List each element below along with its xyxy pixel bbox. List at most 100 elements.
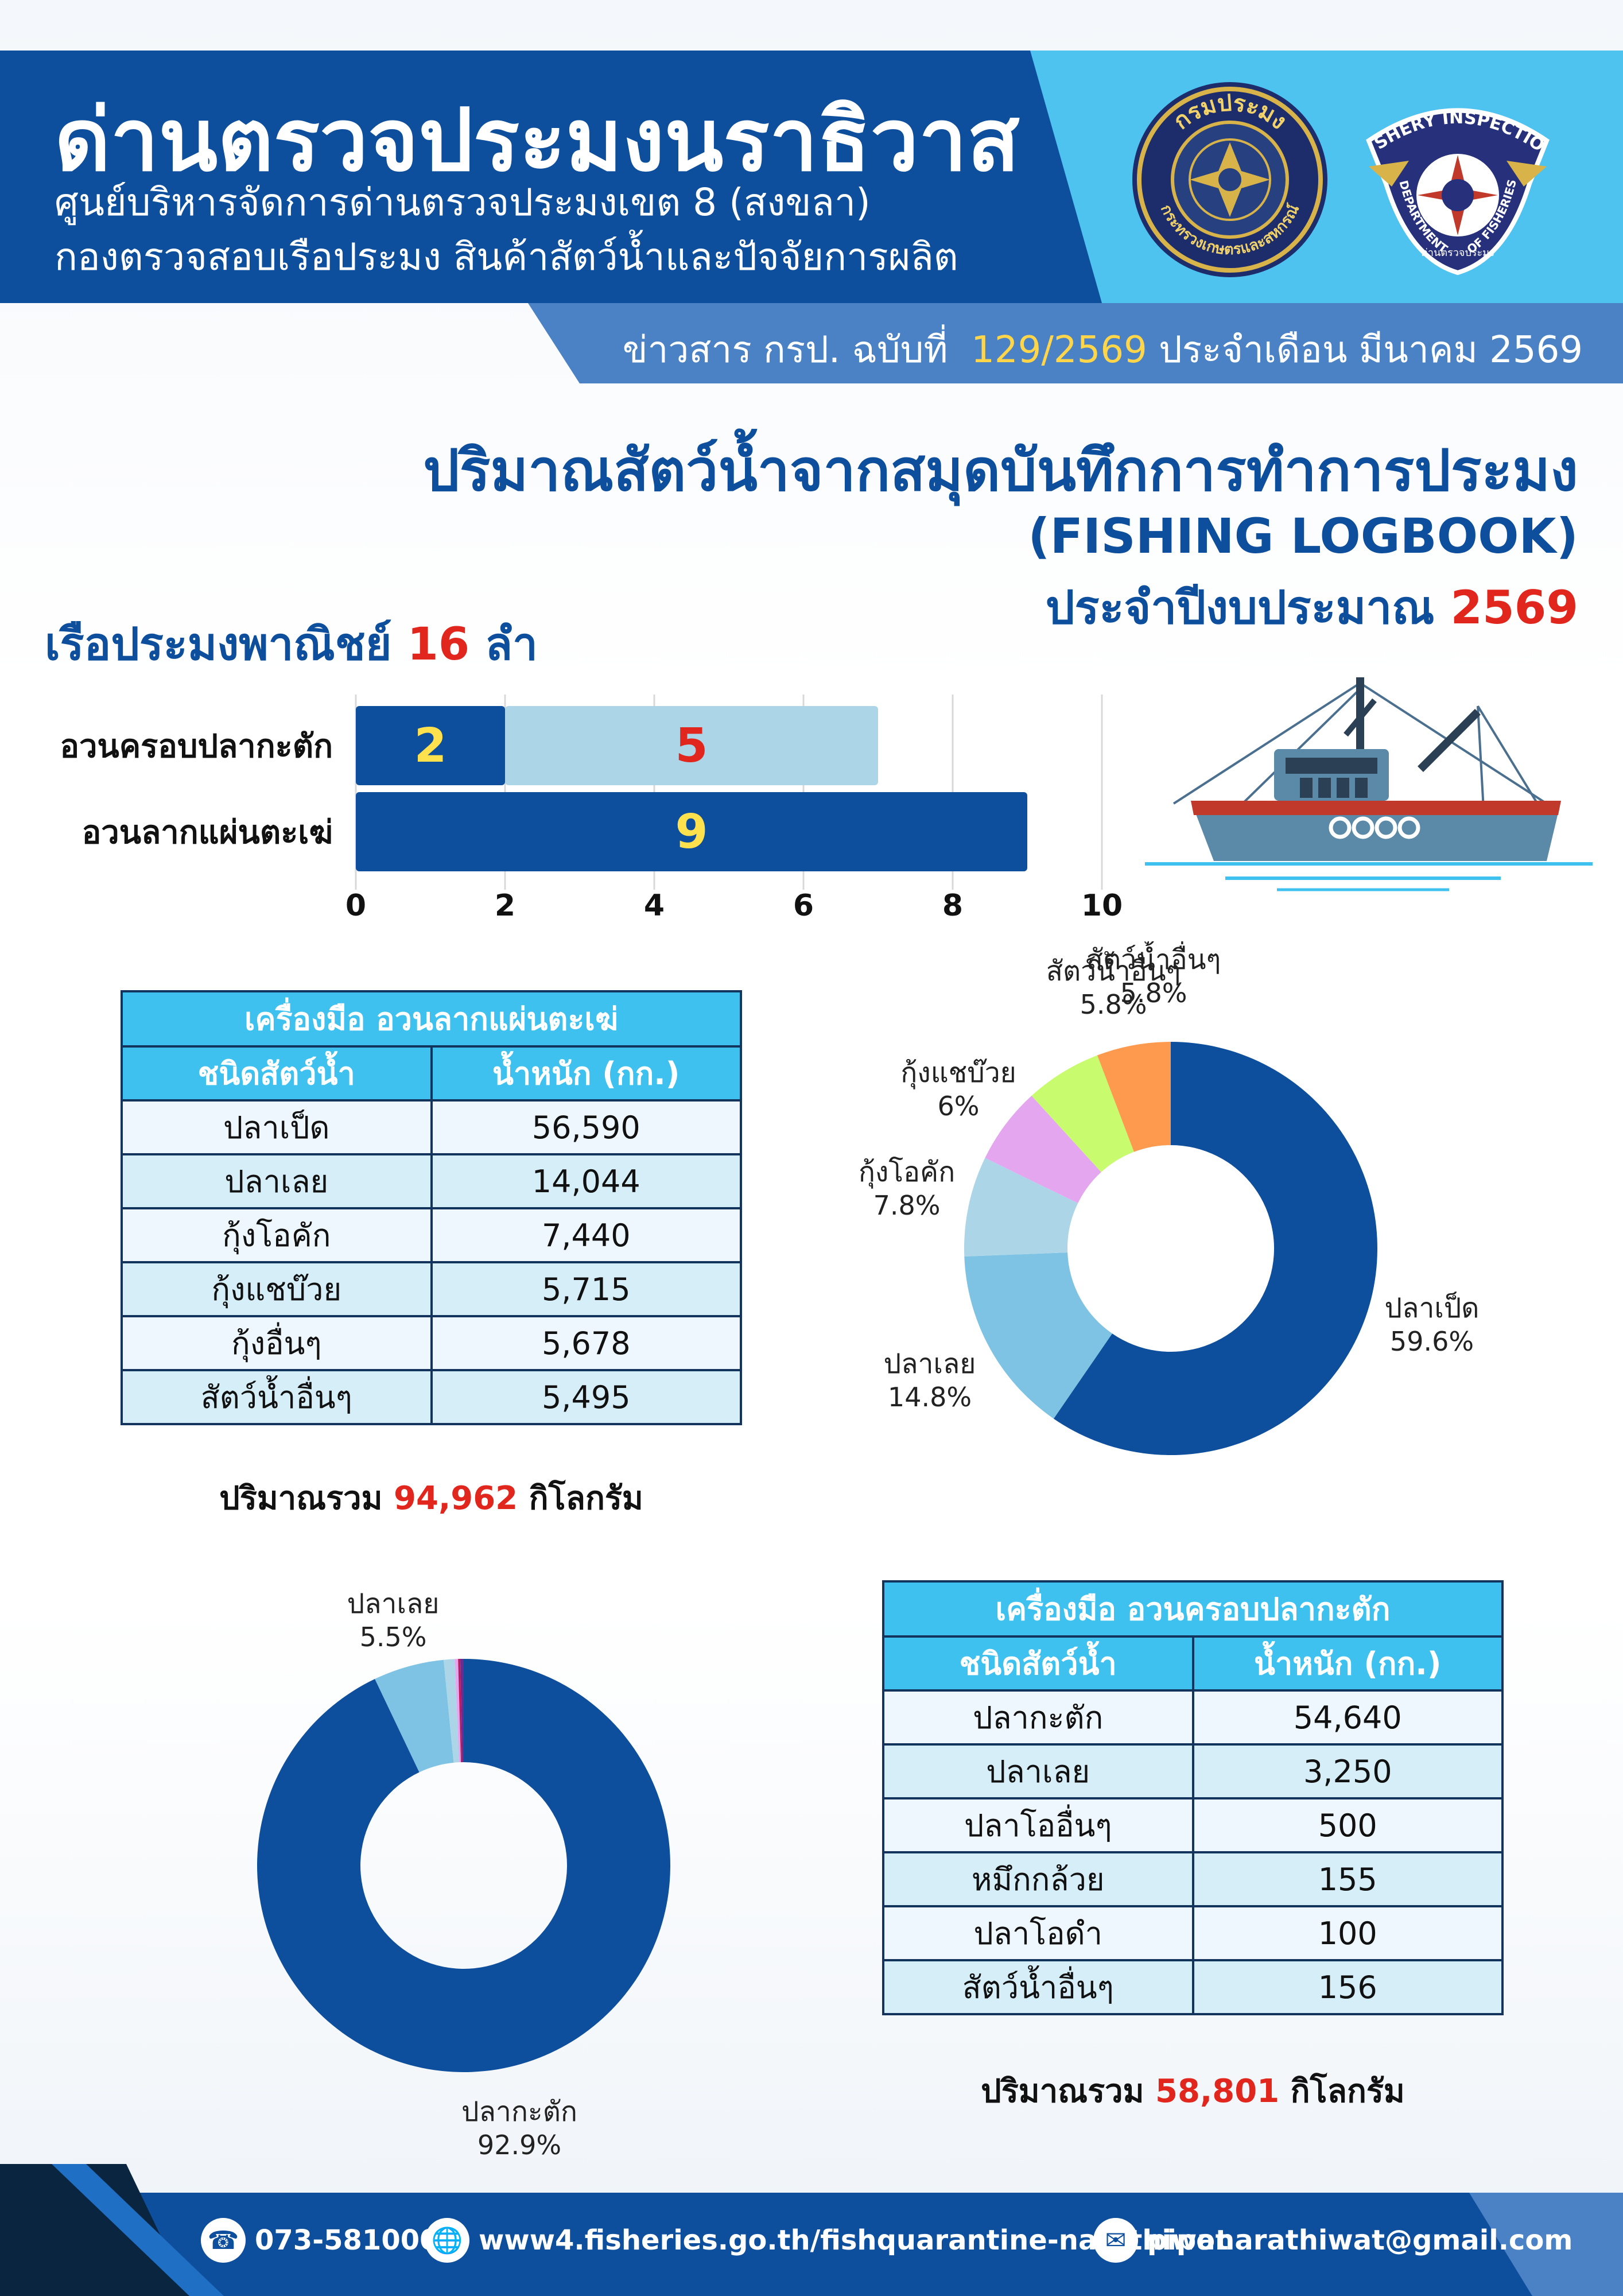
donut-slice (1053, 1042, 1377, 1455)
slice-label: ปลาเลย (347, 1588, 440, 1620)
anchovy-total-prefix: ปริมาณรวม (981, 2073, 1144, 2110)
trawl-total-prefix: ปริมาณรวม (219, 1480, 383, 1517)
commercial-boats-count: เรือประมงพาณิชย์ 16 ลำ (45, 608, 538, 680)
species-cell: ปลากะตัก (882, 1689, 1194, 1746)
slice-percent: 6% (938, 1091, 980, 1122)
trawl-table-caption: เครื่องมือ อวนลากแผ่นตะเฆ่ (121, 990, 742, 1048)
fishing-boat-icon (1145, 677, 1593, 891)
table-row: ปลาเลย 14,044 (121, 1153, 742, 1209)
boats-unit: ลำ (485, 619, 538, 670)
main-title-en: (FISHING LOGBOOK) (1028, 508, 1578, 564)
table-row: หมึกกล้วย 155 (882, 1851, 1504, 1907)
weight-cell: 5,678 (430, 1315, 742, 1371)
mail-icon: ✉ (1093, 2218, 1138, 2263)
footer (0, 2193, 1623, 2296)
header-subtitle-1: ศูนย์บริหารจัดการด่านตรวจประมงเขต 8 (สงข… (55, 180, 871, 224)
bar-segment (505, 706, 878, 785)
boats-count: 16 (407, 619, 470, 670)
donut-slice (444, 1659, 460, 1763)
donut-slice (257, 1659, 671, 2072)
department-of-fisheries-seal-icon: กรมประมง กระทรวงเกษตรและสหกรณ์ (1132, 82, 1327, 277)
fiscal-year: 2569 (1450, 581, 1578, 634)
bar-segment (356, 706, 505, 785)
donut-slice (1097, 1042, 1171, 1152)
slice-label: ปลาเลย (884, 1348, 976, 1380)
slice-percent: 5.8% (1120, 978, 1187, 1009)
species-cell: กุ้งอื่นๆ (121, 1315, 433, 1371)
donut-slice (985, 1095, 1101, 1204)
slice-label: ปลากะตัก (461, 2096, 577, 2128)
table-row: กุ้งอื่นๆ 5,678 (121, 1315, 742, 1371)
table-row: สัตว์น้ำอื่นๆ 156 (882, 1959, 1504, 2015)
slice-label: กุ้งแชบ๊วย (900, 1057, 1016, 1089)
category-label: อวนลากแผ่นตะเฆ่ (82, 814, 333, 851)
news-prefix: ข่าวสาร กรป. ฉบับที่ (622, 329, 948, 371)
anchovy-total-unit: กิโลกรัม (1290, 2073, 1405, 2110)
slice-label: ปลาเป็ด (1385, 1292, 1480, 1324)
news-issue-line: ข่าวสาร กรป. ฉบับที่ 129/2569 ประจำเดือน… (623, 320, 1583, 379)
table-row: กุ้งโอคัก 7,440 (121, 1207, 742, 1263)
species-cell: กุ้งโอคัก (121, 1207, 433, 1263)
weight-cell: 14,044 (430, 1153, 742, 1209)
trawl-total-unit: กิโลกรัม (529, 1480, 643, 1517)
anchovy-table-caption: เครื่องมือ อวนครอบปลากะตัก (882, 1580, 1504, 1638)
weight-cell: 155 (1191, 1851, 1504, 1907)
weight-cell: 5,715 (430, 1261, 742, 1317)
weight-cell: 156 (1191, 1959, 1504, 2015)
slice-percent: 59.6% (1390, 1326, 1474, 1357)
weight-cell: 56,590 (430, 1099, 742, 1155)
trawl-total-value: 94,962 (394, 1480, 518, 1517)
boats-prefix: เรือประมงพาณิชย์ (45, 619, 392, 670)
footer-phone[interactable]: ☎ 073-581000 (201, 2214, 439, 2266)
species-cell: กุ้งแชบ๊วย (121, 1261, 433, 1317)
species-cell: ปลาเลย (882, 1743, 1194, 1799)
table-row: ปลาเป็ด 56,590 (121, 1099, 742, 1155)
bar-value-label: 9 (675, 805, 708, 859)
species-cell: ปลาเป็ด (121, 1099, 433, 1155)
table-row: ปลาโออื่นๆ 500 (882, 1797, 1504, 1853)
anchovy-total-value: 58,801 (1155, 2073, 1280, 2110)
x-tick-label: 10 (1081, 889, 1123, 923)
donut-slice (460, 1659, 464, 1763)
anchovy-catch-table: เครื่องมือ อวนครอบปลากะตัก ชนิดสัตว์น้ำ … (882, 1580, 1504, 2015)
slice-percent: 5.5% (360, 1622, 427, 1653)
species-cell: สัตว์น้ำอื่นๆ (121, 1369, 433, 1425)
weight-cell: 500 (1191, 1797, 1504, 1853)
weight-cell: 5,495 (430, 1369, 742, 1425)
weight-cell: 7,440 (430, 1207, 742, 1263)
donut-slice (375, 1659, 454, 1773)
fiscal-year-prefix: ประจำปีงบประมาณ (1045, 581, 1435, 634)
weight-cell: 3,250 (1191, 1743, 1504, 1799)
weight-cell: 100 (1191, 1905, 1504, 1961)
species-cell: หมึกกล้วย (882, 1851, 1194, 1907)
trawl-col-species: ชนิดสัตว์น้ำ (121, 1045, 433, 1102)
table-row: ปลาเลย 3,250 (882, 1743, 1504, 1799)
footer-email[interactable]: ✉ piponarathiwat@gmail.com (1093, 2214, 1572, 2266)
slice-percent: 14.8% (888, 1382, 972, 1413)
donut-slice (1031, 1055, 1134, 1172)
x-tick-label: 6 (793, 889, 814, 923)
table-row: ปลากะตัก 54,640 (882, 1689, 1504, 1746)
anchovy-total: ปริมาณรวม 58,801 กิโลกรัม (882, 2065, 1504, 2116)
main-title: ปริมาณสัตว์น้ำจากสมุดบันทึกการทำการประมง (423, 437, 1578, 504)
slice-percent: 5.8% (1080, 989, 1147, 1020)
gear-bar-chart: 0 2 4 6 8 10 อวนครอบปลากะตัก 2 5 อวนลากแผ่นตะเฆ่ 9 (60, 695, 1123, 923)
donut-slice (458, 1659, 462, 1763)
table-row: กุ้งแชบ๊วย 5,715 (121, 1261, 742, 1317)
species-cell: ปลาโออื่นๆ (882, 1797, 1194, 1853)
x-tick-label: 2 (495, 889, 515, 923)
footer-phone-text: 073-581000 (255, 2224, 439, 2256)
table-row: สัตว์น้ำอื่นๆ 5,495 (121, 1369, 742, 1425)
fishery-inspection-badge-icon: FISHERY INSPECTION DEPARTMENT OF FISHERI… (1357, 86, 1550, 276)
page-title: ด่านตรวจประมงนราธิวาส (55, 91, 1020, 191)
species-cell: ปลาเลย (121, 1153, 433, 1209)
slice-label: กุ้งโอคัก (859, 1156, 955, 1189)
slice-percent: 7.8% (873, 1190, 941, 1221)
x-tick-label: 4 (644, 889, 665, 923)
anchovy-col-weight: น้ำหนัก (กก.) (1191, 1635, 1504, 1692)
slice-label: สัตว์น้ำอื่นๆ (1046, 951, 1181, 987)
table-row: ปลาโอดำ 100 (882, 1905, 1504, 1961)
footer-email-text: piponarathiwat@gmail.com (1147, 2224, 1573, 2256)
